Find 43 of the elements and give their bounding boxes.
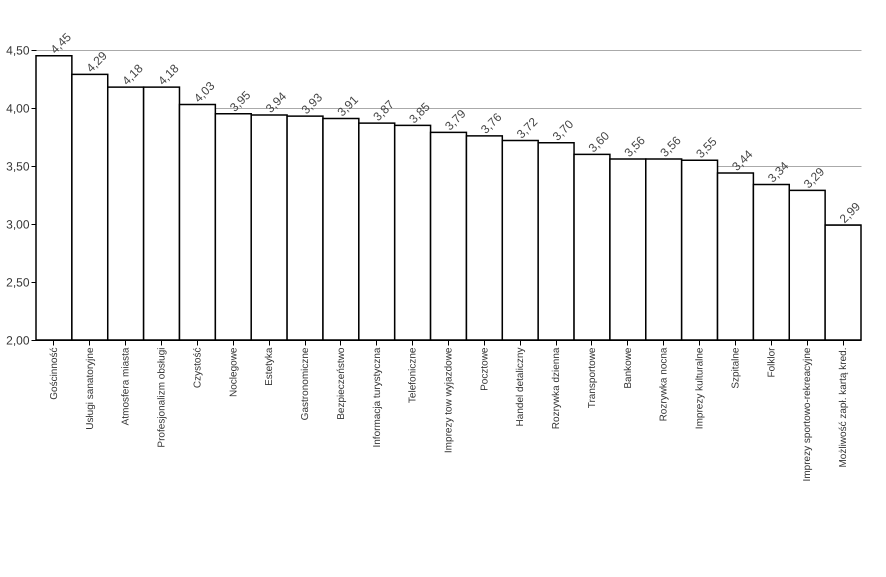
x-tick-label: Gastronomiczne xyxy=(300,347,312,420)
x-tick-label: Usługi sanatoryjne xyxy=(84,347,96,430)
x-tick-label: Estetyka xyxy=(264,347,276,386)
data-label: 3,34 xyxy=(764,158,792,186)
x-tick-label: Czystość xyxy=(192,348,204,388)
data-label: 4,29 xyxy=(83,48,110,76)
y-tick-label: 4,50 xyxy=(6,44,30,58)
x-tick-label: Gościnność xyxy=(48,348,60,400)
data-label: 3,79 xyxy=(442,106,469,134)
x-tick-label: Możliwość zapł. kartą kred. xyxy=(838,348,850,468)
x-tick-label: Pocztowe xyxy=(479,347,490,391)
data-label: 4,18 xyxy=(119,61,146,88)
x-tick-label: Imprezy kulturalne xyxy=(694,347,706,430)
data-label: 3,60 xyxy=(586,128,612,156)
y-tick-label: 2,00 xyxy=(6,334,30,348)
data-label: 3,29 xyxy=(800,164,828,192)
data-label: 4,18 xyxy=(155,61,182,88)
x-tick-label: Handel detaliczny xyxy=(515,348,526,426)
y-tick-label: 3,50 xyxy=(6,160,30,174)
data-label: 3,70 xyxy=(550,116,576,144)
x-tick-label: Telefoniczne xyxy=(408,347,419,404)
data-label: 3,91 xyxy=(334,92,362,120)
data-label: 4,03 xyxy=(191,78,218,106)
x-tick-label: Noclegowe xyxy=(228,347,240,397)
x-tick-label: Atmosfera miasta xyxy=(120,347,132,426)
x-tick-label: Folklor xyxy=(766,346,778,378)
data-label: 3,56 xyxy=(657,133,684,160)
data-label: 3,56 xyxy=(621,133,648,160)
x-tick-label: Rozrywka dzienna xyxy=(551,347,562,430)
x-tick-label: Szpitalne xyxy=(730,347,742,389)
data-label: 3,93 xyxy=(298,90,326,117)
y-tick-label: 3,00 xyxy=(6,218,30,232)
x-tick-label: Imprezy sportowo-rekreacyjne xyxy=(802,347,814,482)
x-tick-label: Rozrywka nocna xyxy=(658,347,670,422)
x-tick-label: Transportowe xyxy=(586,347,598,408)
x-tick-label: Bezpieczeństwo xyxy=(336,347,347,420)
y-tick-label: 4,00 xyxy=(6,102,30,116)
y-tick-label: 2,50 xyxy=(6,276,30,290)
x-tick-label: Imprezy tow wyjazdowe xyxy=(444,347,454,454)
x-tick-label: Profesjonalizm obsługi xyxy=(156,348,168,448)
x-tick-label: Informacja turystyczna xyxy=(372,347,383,448)
data-label: 3,72 xyxy=(514,114,541,142)
x-tick-label: Bankowe xyxy=(622,347,634,389)
